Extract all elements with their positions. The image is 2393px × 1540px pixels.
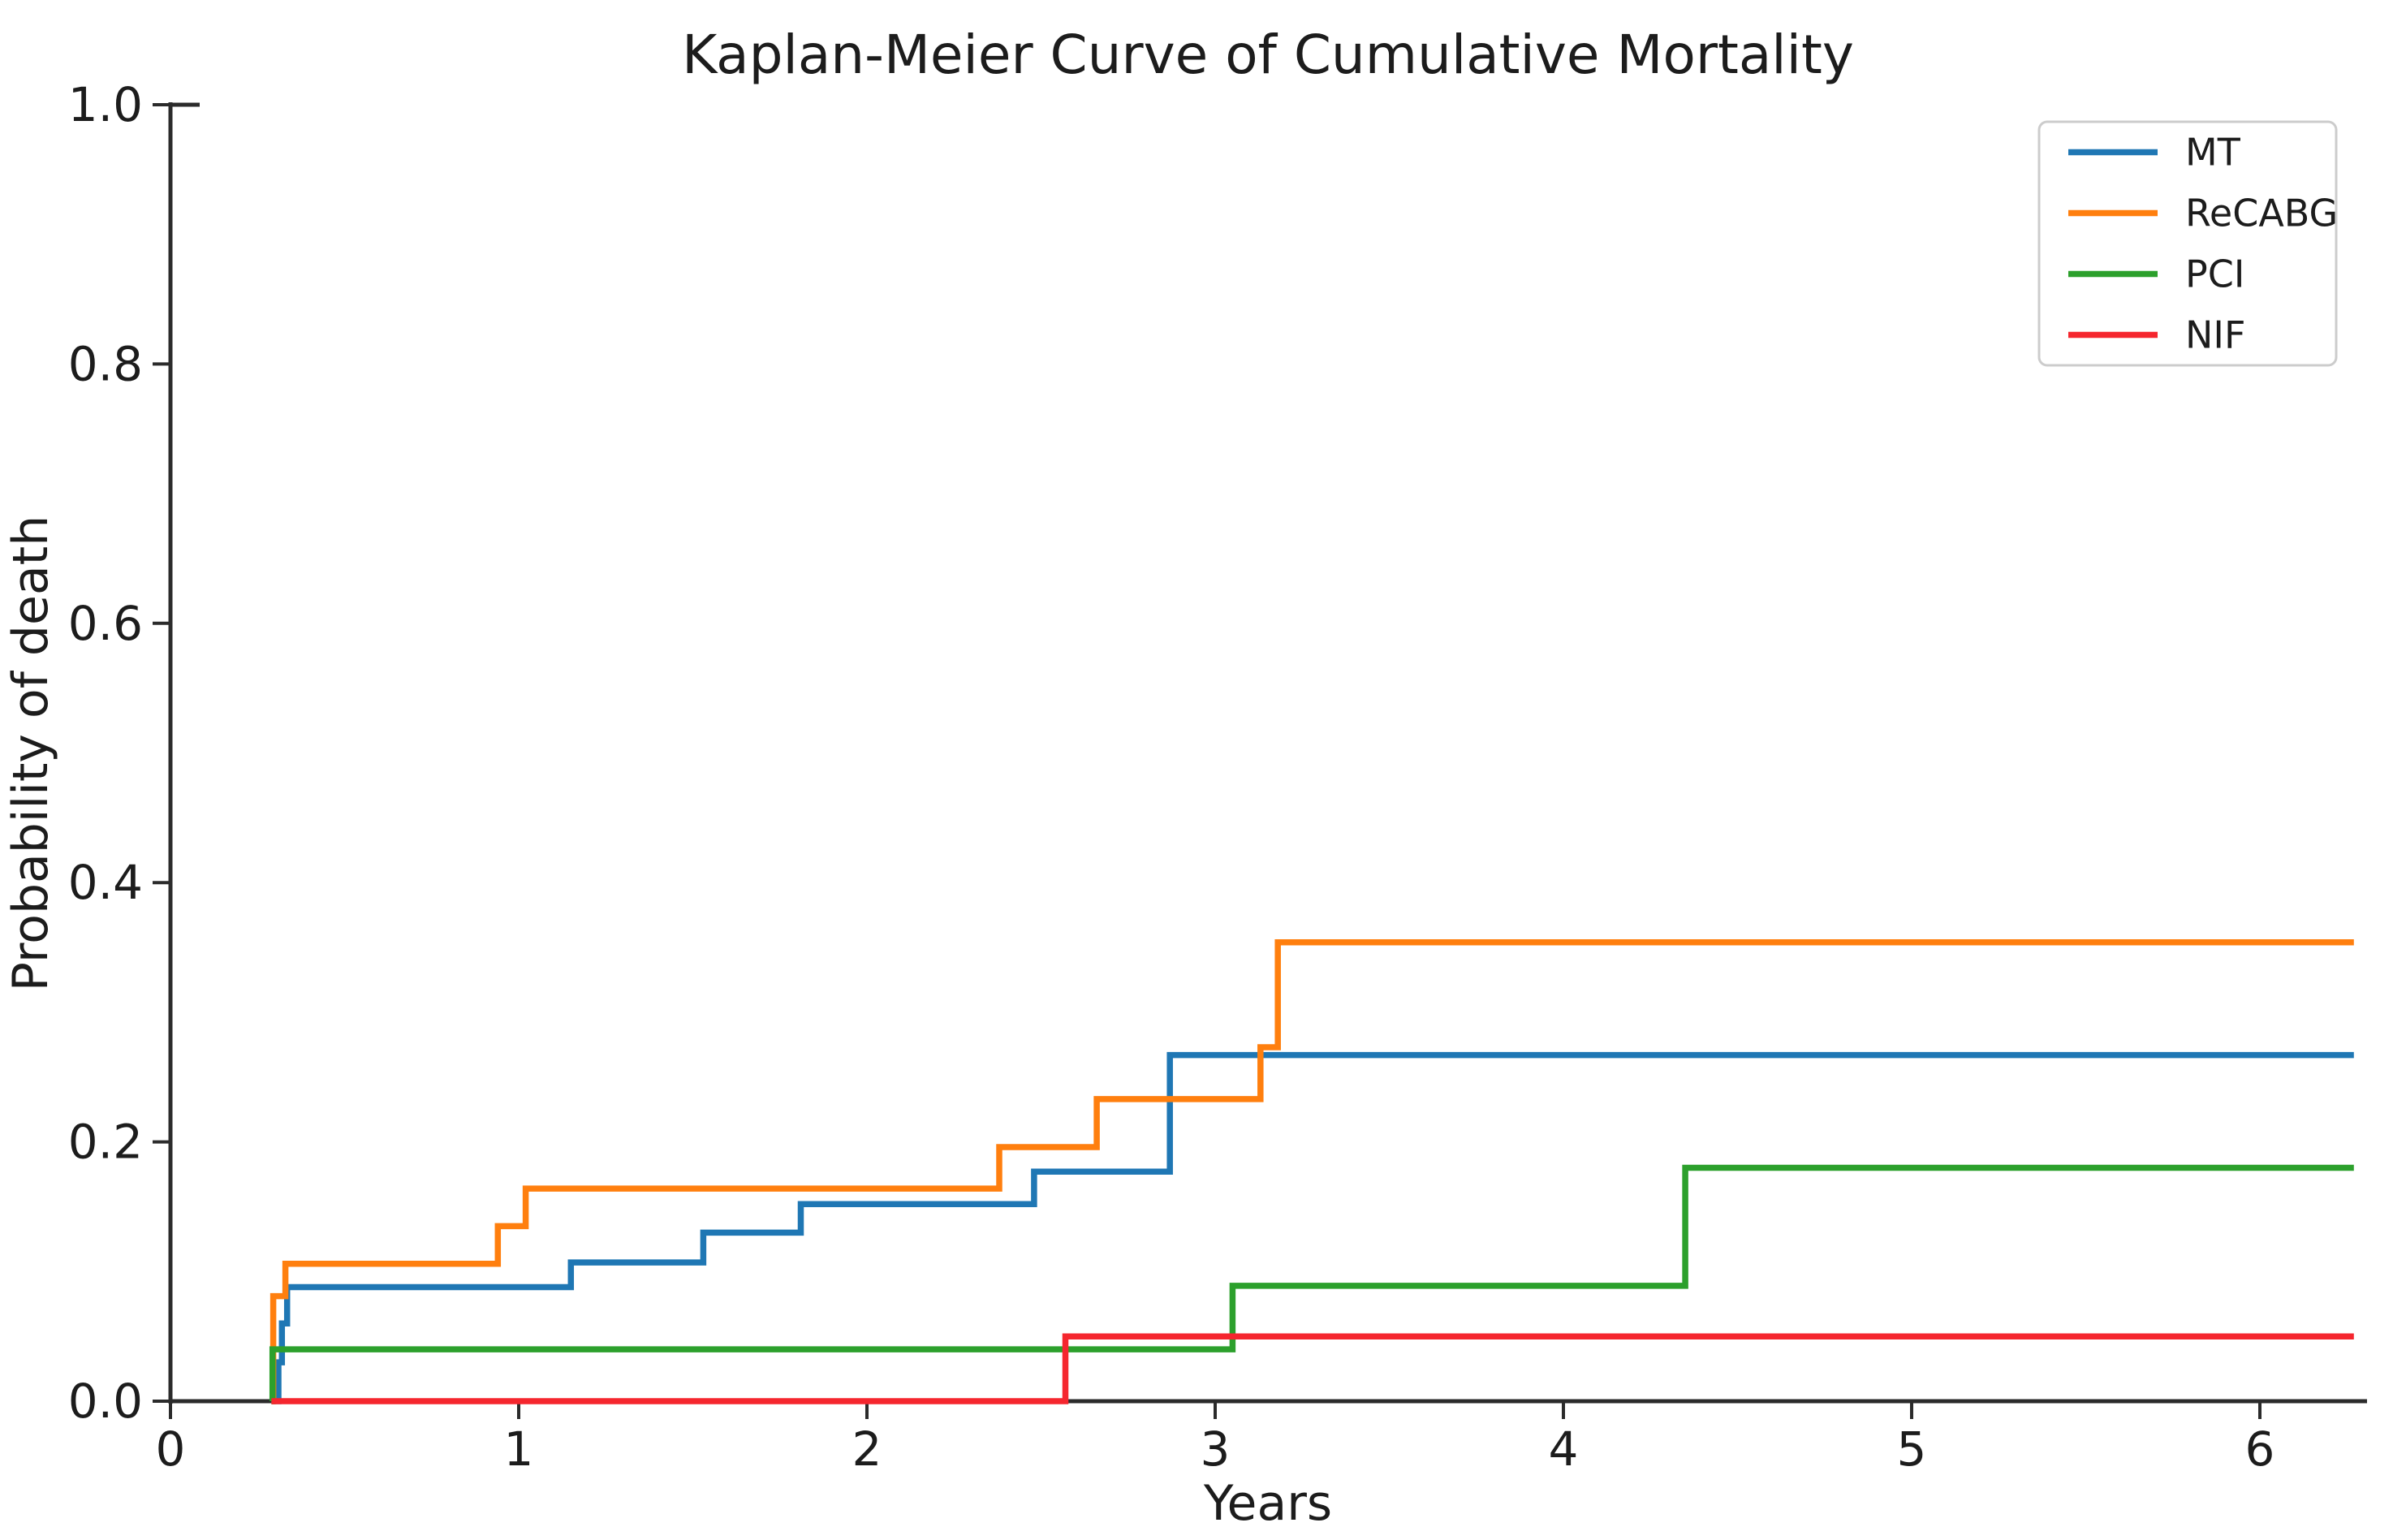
x-axis-label: Years [1203,1475,1332,1532]
x-tick-label: 2 [852,1421,882,1477]
x-tick-label: 1 [504,1421,534,1477]
y-tick-label: 0.2 [68,1115,143,1170]
y-tick-label: 1.0 [68,77,143,132]
legend-label-NIF: NIF [2185,313,2245,357]
series-line-MT [271,1051,2354,1404]
legend-label-MT: MT [2185,131,2241,175]
x-tick-label: 3 [1201,1421,1231,1477]
series-line-ReCABG [269,938,2354,1404]
chart-title: Kaplan-Meier Curve of Cumulative Mortali… [682,24,1854,86]
legend-box [2037,120,2338,367]
x-tick-label: 0 [156,1421,186,1477]
y-tick-label: 0.4 [68,855,143,910]
y-axis-label: Probability of death [2,515,59,991]
legend-label-PCI: PCI [2185,252,2244,296]
series-line-PCI [269,1164,2354,1404]
x-tick-label: 5 [1897,1421,1927,1477]
x-tick-label: 6 [2245,1421,2275,1477]
y-ticks: 0.0 0.2 0.4 0.6 0.8 1.0 [68,77,170,1429]
y-tick-label: 0.0 [68,1374,143,1429]
y-tick-label: 0.8 [68,336,143,391]
series-lines [269,938,2354,1404]
series-line-NIF [271,1333,2354,1404]
y-tick-label: 0.6 [68,596,143,651]
x-ticks: 0 1 2 3 4 5 6 [156,1401,2275,1477]
legend-label-ReCABG: ReCABG [2185,192,2338,235]
legend: MT ReCABG PCI NIF [2037,120,2338,367]
x-tick-label: 4 [1549,1421,1579,1477]
